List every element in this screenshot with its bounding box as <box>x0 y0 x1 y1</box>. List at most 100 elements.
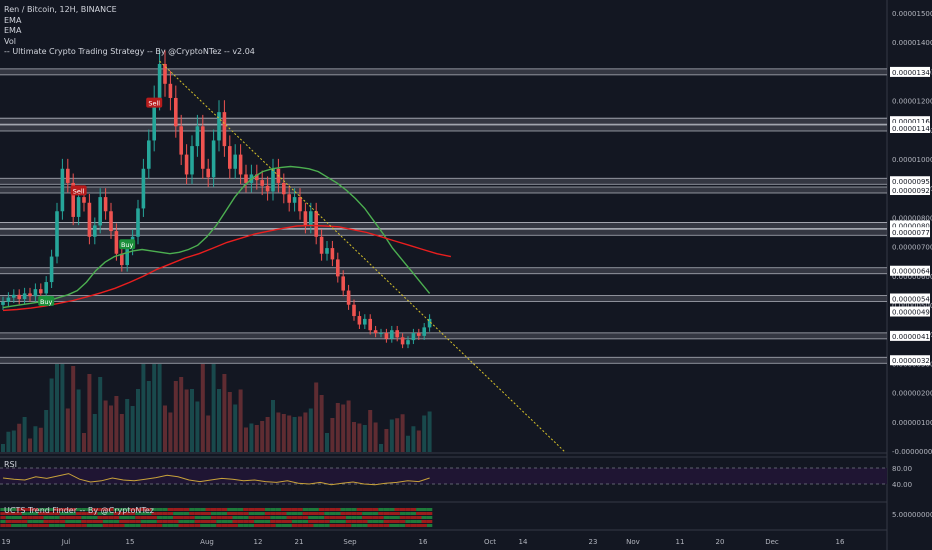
trend-finder-label[interactable]: UCTS Trend Finder -- By @CryptoNTez <box>4 506 154 515</box>
level-band <box>0 295 887 302</box>
trend-cell <box>146 512 152 515</box>
volume-bar <box>179 377 184 452</box>
trend-cell <box>21 508 28 511</box>
volume-bar <box>17 423 22 452</box>
candle-body <box>44 282 48 294</box>
trend-cell <box>362 524 368 527</box>
price-axis[interactable]: 0.000015000.000014000.000013000.00001200… <box>890 10 932 456</box>
trend-cell <box>97 508 103 511</box>
candle-body <box>82 197 86 203</box>
trend-cell <box>0 508 6 511</box>
trend-cell <box>81 508 87 511</box>
x-tick-label: 14 <box>519 538 528 546</box>
trend-cell <box>410 520 417 523</box>
trend-cell <box>48 520 55 523</box>
legend-volume[interactable]: Vol <box>4 36 16 46</box>
trend-cell <box>356 520 363 523</box>
rsi-label[interactable]: RSI <box>4 460 17 469</box>
trend-cell <box>254 516 260 519</box>
candle-body <box>282 182 286 195</box>
buy-signal-box <box>38 295 55 306</box>
trend-cell <box>291 516 298 519</box>
candle-body <box>66 168 70 183</box>
trend-cell <box>221 520 228 523</box>
trend-tick: 5.00000000 <box>892 511 932 519</box>
trend-cell <box>221 516 228 519</box>
trend-cell <box>297 516 303 519</box>
legend-strategy[interactable]: -- Ultimate Crypto Trading Strategy -- B… <box>4 47 255 56</box>
rsi-band <box>0 468 887 484</box>
trend-cell <box>302 508 309 511</box>
trend-cell <box>75 508 82 511</box>
trend-cell <box>275 524 282 527</box>
trend-cell <box>372 512 379 515</box>
trend-cell <box>318 516 325 519</box>
x-tick-label: 19 <box>2 538 11 546</box>
trend-cell <box>5 516 12 519</box>
trend-cell <box>421 508 427 511</box>
price-label: 0.00000410 <box>892 333 932 341</box>
trend-cell <box>318 524 325 527</box>
price-label-box <box>890 66 930 77</box>
trend-cell <box>146 508 152 511</box>
trend-cell <box>291 520 298 523</box>
legend-ema-1[interactable]: EMA <box>4 15 22 25</box>
trend-cell <box>156 524 163 527</box>
volume-bar <box>98 377 103 452</box>
trend-cell <box>416 512 422 515</box>
trend-cell <box>324 508 330 511</box>
trend-cell <box>32 524 39 527</box>
volume-bar <box>38 427 43 452</box>
trend-cell <box>108 516 114 519</box>
buy-signal-label: Buy <box>121 241 134 249</box>
trend-cell <box>183 524 190 527</box>
trend-cell <box>281 520 287 523</box>
trend-cell <box>399 512 406 515</box>
trend-cell <box>140 516 147 519</box>
legend-ema-2[interactable]: EMA <box>4 26 22 35</box>
trend-cell <box>119 512 125 515</box>
price-label: 0.00000640 <box>892 268 932 276</box>
trend-cell <box>119 524 125 527</box>
trend-cell <box>324 524 330 527</box>
trend-cell <box>59 520 66 523</box>
volume-bar <box>173 381 178 452</box>
trend-cell <box>216 520 222 523</box>
candle-body <box>265 185 270 192</box>
trend-cell <box>75 516 82 519</box>
trend-cell <box>32 520 39 523</box>
trend-cell <box>426 524 433 527</box>
trend-cell <box>173 524 179 527</box>
trend-cell <box>200 524 206 527</box>
candle-body <box>184 154 189 175</box>
volume-bar <box>76 389 81 452</box>
y-tick-label: 0.00000600 <box>892 273 932 281</box>
trend-cell <box>335 520 341 523</box>
trend-cell <box>205 508 211 511</box>
candle-body <box>136 208 140 237</box>
trend-cell <box>318 512 325 515</box>
volume-bar <box>341 404 346 452</box>
time-axis[interactable]: 19 Jul 15 Aug 12 21 Sep 16 Oct 14 23 Nov 11 20 Dec 16 <box>2 538 845 546</box>
ema-lines <box>2 165 452 312</box>
candle-body <box>103 197 108 212</box>
trend-cell <box>378 512 384 515</box>
trend-cell <box>183 508 190 511</box>
volume-bars <box>1 364 432 452</box>
trend-cell <box>65 524 71 527</box>
trend-cell <box>416 508 422 511</box>
candle-body <box>17 294 21 300</box>
volume-bar <box>109 405 113 452</box>
x-tick-label: Jul <box>61 538 71 546</box>
trend-cell <box>81 524 87 527</box>
trend-cell <box>308 520 314 523</box>
candle-body <box>406 340 410 345</box>
trend-cell <box>59 516 66 519</box>
trend-cell <box>167 520 174 523</box>
volume-bar <box>217 389 221 452</box>
trend-cell <box>86 508 93 511</box>
trend-cell <box>194 516 201 519</box>
candle-body <box>152 97 156 141</box>
trend-cell <box>113 524 120 527</box>
